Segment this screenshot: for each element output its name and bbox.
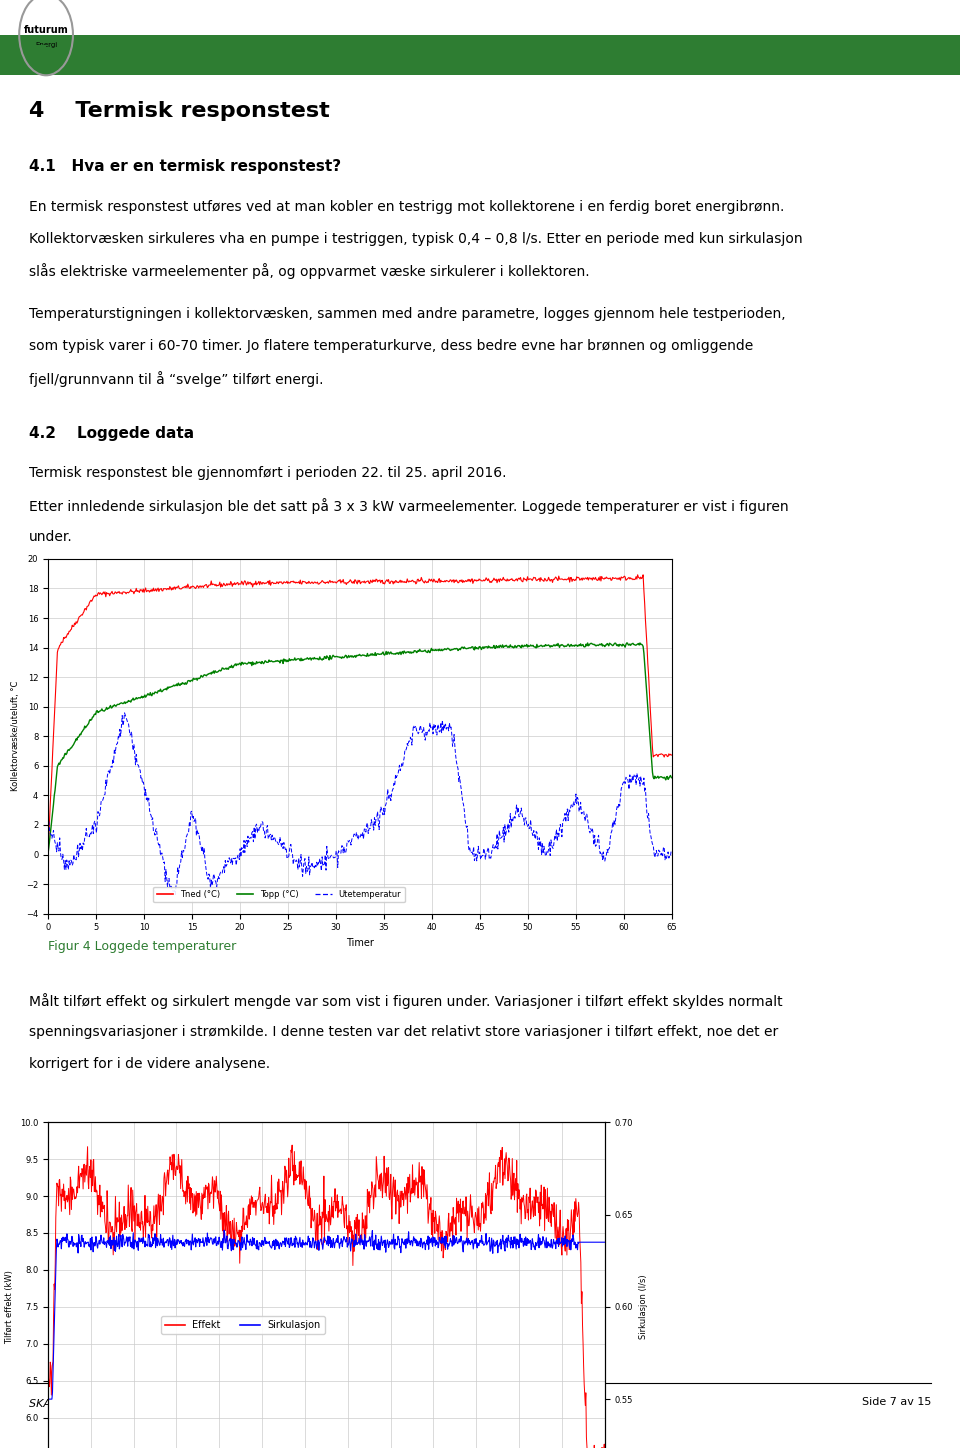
Sirkulasjon [477,1232,489,1250]
Utetemperatur [581,805,592,822]
Text: fjell/grunnvann til å “svelge” tilført energi.: fjell/grunnvann til å “svelge” tilført e… [29,371,324,387]
Legend: Effekt, Sirkulasjon: Effekt, Sirkulasjon [161,1316,324,1334]
Text: Kollektorvæsken sirkuleres vha en pumpe i testriggen, typisk 0,4 – 0,8 l/s. Ette: Kollektorvæsken sirkuleres vha en pumpe … [29,232,803,246]
Text: 4.2    Loggede data: 4.2 Loggede data [29,426,194,440]
Utetemperatur [422,721,434,738]
Utetemperatur [119,704,131,721]
X-axis label: Timer: Timer [346,938,374,948]
Bar [0,35,960,75]
Effekt [99,1212,110,1229]
Text: Termisk responstest ble gjennomført i perioden 22. til 25. april 2016.: Termisk responstest ble gjennomført i pe… [29,466,506,481]
Legend: Tned (°C), Topp (°C), Utetemperatur: Tned (°C), Topp (°C), Utetemperatur [154,886,404,902]
Tned (°C) [440,573,451,591]
Text: Side 7 av 15: Side 7 av 15 [862,1397,931,1407]
Sirkulasjon [42,1390,54,1407]
Tned (°C) [42,846,54,863]
Sirkulasjon [599,1234,611,1251]
Topp (°C) [621,634,633,652]
Text: Figur 4 Loggede temperaturer: Figur 4 Loggede temperaturer [48,940,236,953]
Text: SKAFJELLÅSEN BARNEHAGE – Termisk responstest, dimensjonering av geoenergianlegg: SKAFJELLÅSEN BARNEHAGE – Termisk respons… [29,1397,516,1409]
Utetemperatur [42,817,54,834]
Line: Tned (°C): Tned (°C) [48,575,672,854]
Sirkulasjon [288,1237,300,1254]
Y-axis label: Kollektorvæske/uteluft, °C: Kollektorvæske/uteluft, °C [12,681,20,792]
Text: korrigert for i de videre analysene.: korrigert for i de videre analysene. [29,1057,270,1072]
Sirkulasjon [425,1234,437,1251]
Text: slås elektriske varmeelementer på, og oppvarmet væske sirkulerer i kollektoren.: slås elektriske varmeelementer på, og op… [29,264,589,279]
Effekt [425,1189,437,1206]
Tned (°C) [404,572,416,589]
Line: Topp (°C): Topp (°C) [48,643,672,854]
Tned (°C) [516,572,527,589]
Y-axis label: Sirkulasjon (l/s): Sirkulasjon (l/s) [638,1274,648,1339]
Sirkulasjon [268,1232,279,1250]
Effekt [477,1193,489,1211]
Topp (°C) [516,639,527,656]
Text: 4.1   Hva er en termisk responstest?: 4.1 Hva er en termisk responstest? [29,159,341,174]
Utetemperatur [666,843,678,860]
Y-axis label: Tilført effekt (kW): Tilført effekt (kW) [6,1270,14,1344]
Effekt [268,1197,279,1215]
Line: Effekt: Effekt [48,1145,605,1448]
Topp (°C) [81,718,92,736]
Utetemperatur [442,718,453,736]
Effekt [42,1380,54,1397]
Utetemperatur [517,809,529,827]
Tned (°C) [666,746,678,763]
Tned (°C) [580,569,591,586]
Effekt [487,1183,498,1200]
Utetemperatur [170,886,181,904]
Tned (°C) [632,566,643,584]
Effekt [288,1176,300,1193]
Text: Temperaturstigningen i kollektorvæsken, sammen med andre parametre, logges gjenn: Temperaturstigningen i kollektorvæsken, … [29,307,785,321]
Bar [29,45,46,51]
Text: En termisk responstest utføres ved at man kobler en testrigg mot kollektorene i : En termisk responstest utføres ved at ma… [29,200,784,214]
Tned (°C) [81,601,92,618]
Utetemperatur [81,820,92,837]
Sirkulasjon [99,1234,110,1251]
Sirkulasjon [218,1222,229,1239]
Line: Sirkulasjon: Sirkulasjon [48,1231,605,1399]
Text: Energi: Energi [35,42,58,48]
Text: futurum: futurum [24,26,68,35]
Sirkulasjon [487,1245,498,1263]
Utetemperatur [406,737,418,754]
Text: Etter innledende sirkulasjon ble det satt på 3 x 3 kW varmeelementer. Loggede te: Etter innledende sirkulasjon ble det sat… [29,498,788,514]
Topp (°C) [440,640,451,657]
Tned (°C) [421,573,433,591]
Text: som typisk varer i 60-70 timer. Jo flatere temperaturkurve, dess bedre evne har : som typisk varer i 60-70 timer. Jo flate… [29,339,753,353]
Topp (°C) [404,643,416,660]
Topp (°C) [42,846,54,863]
Text: spenningsvariasjoner i strømkilde. I denne testen var det relativt store variasj: spenningsvariasjoner i strømkilde. I den… [29,1025,778,1040]
Text: under.: under. [29,530,73,544]
Topp (°C) [666,769,678,786]
Topp (°C) [421,643,433,660]
Topp (°C) [580,639,591,656]
Text: 4    Termisk responstest: 4 Termisk responstest [29,101,329,122]
Line: Utetemperatur: Utetemperatur [48,712,672,895]
Effekt [286,1137,298,1154]
Text: Målt tilført effekt og sirkulert mengde var som vist i figuren under. Variasjone: Målt tilført effekt og sirkulert mengde … [29,993,782,1009]
